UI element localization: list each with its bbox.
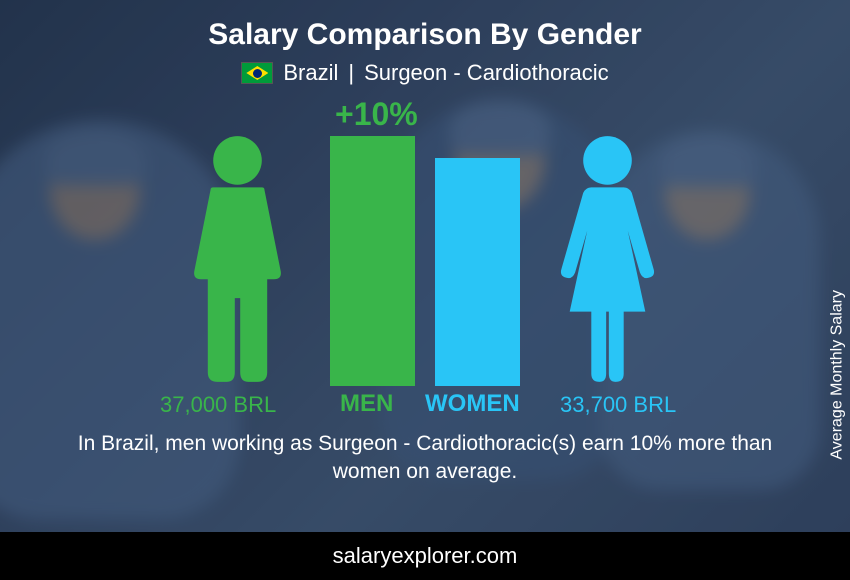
subtitle-row: Brazil | Surgeon - Cardiothoracic [241,60,608,86]
job-label: Surgeon - Cardiothoracic [364,60,609,86]
main-title: Salary Comparison By Gender [208,18,641,52]
woman-icon [540,136,675,386]
women-axis-label: WOMEN [425,390,520,418]
men-axis-label: MEN [340,390,393,418]
man-icon [170,136,305,386]
chart-area: +10% 37,000 BRL MEN WOMEN 33,700 BRL [135,96,715,426]
country-label: Brazil [283,60,338,86]
percent-difference-label: +10% [335,96,418,133]
brazil-flag-icon [241,62,273,84]
women-bar [435,158,520,386]
separator: | [348,60,354,86]
men-salary-value: 37,000 BRL [160,392,276,418]
men-bar [330,136,415,386]
women-salary-value: 33,700 BRL [560,392,676,418]
caption-text: In Brazil, men working as Surgeon - Card… [75,430,775,487]
